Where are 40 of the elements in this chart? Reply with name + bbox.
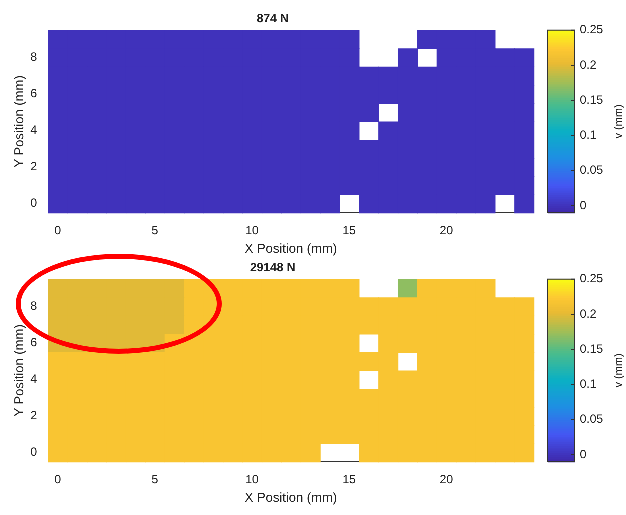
y-axis-title: Y Position (mm)	[11, 76, 26, 168]
x-tick-label: 15	[342, 224, 356, 238]
color-bar-label: 0	[580, 198, 587, 212]
y-tick-label: 0	[30, 445, 38, 460]
color-bar-label: 0.1	[580, 377, 598, 392]
color-bar-label: 0.15	[580, 342, 604, 356]
y-tick-label: 2	[30, 408, 38, 423]
color-bar-label: 0.2	[580, 58, 598, 72]
color-bar-label: 0.05	[580, 163, 604, 178]
x-tick-label: 5	[152, 224, 159, 238]
chart-title: 874 N	[256, 12, 290, 26]
x-tick-label: 10	[246, 224, 260, 238]
color-bar-label: 0.15	[580, 92, 604, 107]
x-tick-label: 0	[54, 472, 62, 487]
color-bar-label: 0.2	[580, 306, 598, 321]
y-tick-label: 4	[30, 123, 38, 138]
color-bar-title: v (mm)	[613, 354, 626, 388]
y-tick-label: 8	[30, 50, 38, 64]
x-axis-title: X Position (mm)	[244, 240, 338, 256]
y-tick-label: 0	[30, 196, 38, 210]
x-tick-label: 10	[246, 472, 260, 487]
y-tick-label: 6	[30, 336, 38, 350]
y-tick-label: 6	[30, 86, 38, 101]
color-bar-label: 0.1	[580, 128, 598, 142]
color-bar-label: 0.05	[580, 412, 604, 426]
x-tick-label: 5	[152, 472, 159, 487]
y-axis-title: Y Position (mm)	[11, 324, 26, 417]
y-tick-label: 8	[30, 299, 38, 314]
color-bar-label: 0	[580, 447, 587, 462]
x-tick-label: 15	[342, 472, 356, 487]
color-bar-label: 0.25	[580, 22, 604, 37]
x-tick-label: 0	[54, 224, 62, 238]
y-tick-label: 4	[30, 372, 38, 386]
color-bar-label: 0.25	[580, 272, 604, 286]
x-tick-label: 20	[440, 224, 454, 238]
x-tick-label: 20	[440, 472, 454, 487]
y-tick-label: 2	[30, 160, 38, 174]
color-bar-title: v (mm)	[613, 104, 626, 139]
x-axis-title: X Position (mm)	[244, 490, 338, 505]
chart-title: 29148 N	[250, 260, 296, 275]
